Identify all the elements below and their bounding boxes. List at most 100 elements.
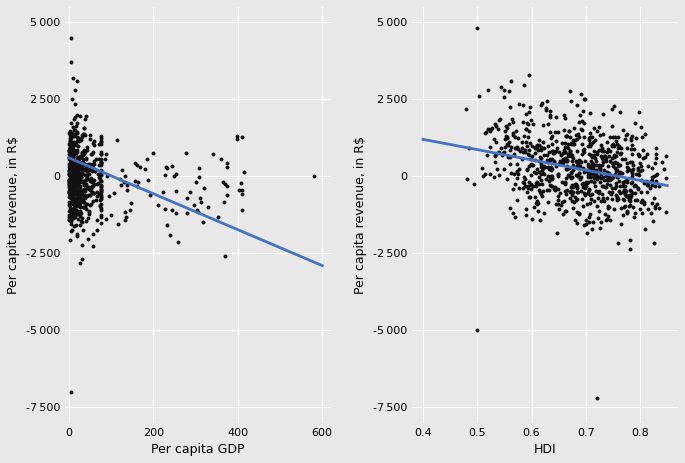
Point: [564, 134, 575, 141]
Point: [571, 158, 582, 166]
Point: [70, 177, 81, 184]
Point: [589, 178, 600, 185]
Point: [614, 150, 625, 157]
Point: [64, 207, 75, 214]
X-axis label: HDI: HDI: [534, 443, 556, 456]
Point: [572, 136, 583, 143]
Point: [64, 186, 75, 194]
Point: [578, 180, 589, 187]
Point: [530, 169, 541, 176]
Point: [79, 203, 90, 210]
Point: [603, 204, 614, 211]
Point: [73, 193, 84, 200]
Point: [566, 197, 577, 204]
Point: [602, 204, 613, 212]
Point: [527, 161, 538, 169]
Point: [92, 180, 103, 187]
Point: [599, 176, 610, 183]
Point: [65, 191, 76, 198]
Point: [308, 173, 319, 180]
Point: [558, 211, 569, 218]
Point: [506, 77, 516, 85]
Point: [513, 134, 524, 142]
Point: [99, 155, 110, 163]
Point: [490, 120, 501, 128]
Point: [583, 171, 594, 178]
Point: [607, 174, 618, 181]
Point: [535, 176, 546, 184]
Point: [660, 209, 671, 216]
Point: [236, 190, 247, 198]
Point: [510, 180, 521, 188]
Point: [606, 159, 617, 167]
Point: [592, 188, 603, 196]
Point: [491, 149, 502, 156]
Point: [69, 169, 80, 176]
Point: [564, 127, 575, 135]
Point: [65, 182, 76, 189]
Point: [543, 198, 553, 206]
Point: [558, 160, 569, 167]
Point: [607, 122, 618, 130]
Point: [621, 187, 632, 194]
Point: [73, 169, 84, 177]
Point: [490, 138, 501, 145]
Point: [504, 205, 515, 212]
Point: [192, 206, 203, 214]
Point: [71, 191, 82, 198]
Point: [642, 178, 653, 186]
Point: [70, 170, 81, 178]
Point: [68, 172, 79, 180]
Point: [64, 199, 75, 206]
Point: [73, 135, 84, 142]
Point: [640, 225, 651, 233]
Point: [79, 160, 90, 167]
Point: [95, 196, 105, 203]
Point: [188, 201, 199, 208]
X-axis label: Per capita GDP: Per capita GDP: [151, 443, 245, 456]
Point: [620, 156, 631, 163]
Point: [532, 200, 543, 207]
Point: [69, 189, 80, 196]
Point: [621, 176, 632, 183]
Point: [640, 178, 651, 185]
Point: [589, 125, 600, 132]
Point: [545, 156, 556, 163]
Point: [64, 185, 75, 192]
Point: [498, 93, 509, 100]
Point: [64, 129, 75, 137]
Point: [499, 127, 510, 135]
Point: [513, 184, 524, 191]
Point: [66, 227, 77, 234]
Point: [75, 184, 86, 192]
Point: [636, 123, 647, 131]
Point: [493, 148, 504, 155]
Point: [508, 150, 519, 158]
Point: [566, 181, 577, 189]
Point: [95, 172, 106, 179]
Point: [73, 171, 84, 179]
Point: [574, 169, 585, 176]
Point: [95, 160, 106, 167]
Point: [71, 137, 82, 144]
Point: [517, 149, 528, 156]
Point: [584, 150, 595, 157]
Point: [634, 153, 645, 160]
Point: [71, 182, 82, 190]
Point: [540, 175, 551, 182]
Point: [68, 173, 79, 180]
Point: [568, 136, 579, 144]
Point: [95, 138, 106, 146]
Point: [594, 207, 605, 215]
Point: [72, 193, 83, 200]
Point: [593, 189, 604, 196]
Point: [584, 169, 595, 177]
Point: [572, 163, 583, 170]
Point: [562, 132, 573, 139]
Point: [512, 145, 523, 153]
Point: [530, 144, 540, 152]
Point: [573, 209, 584, 217]
Point: [589, 178, 600, 186]
Point: [586, 153, 597, 161]
Point: [600, 152, 611, 160]
